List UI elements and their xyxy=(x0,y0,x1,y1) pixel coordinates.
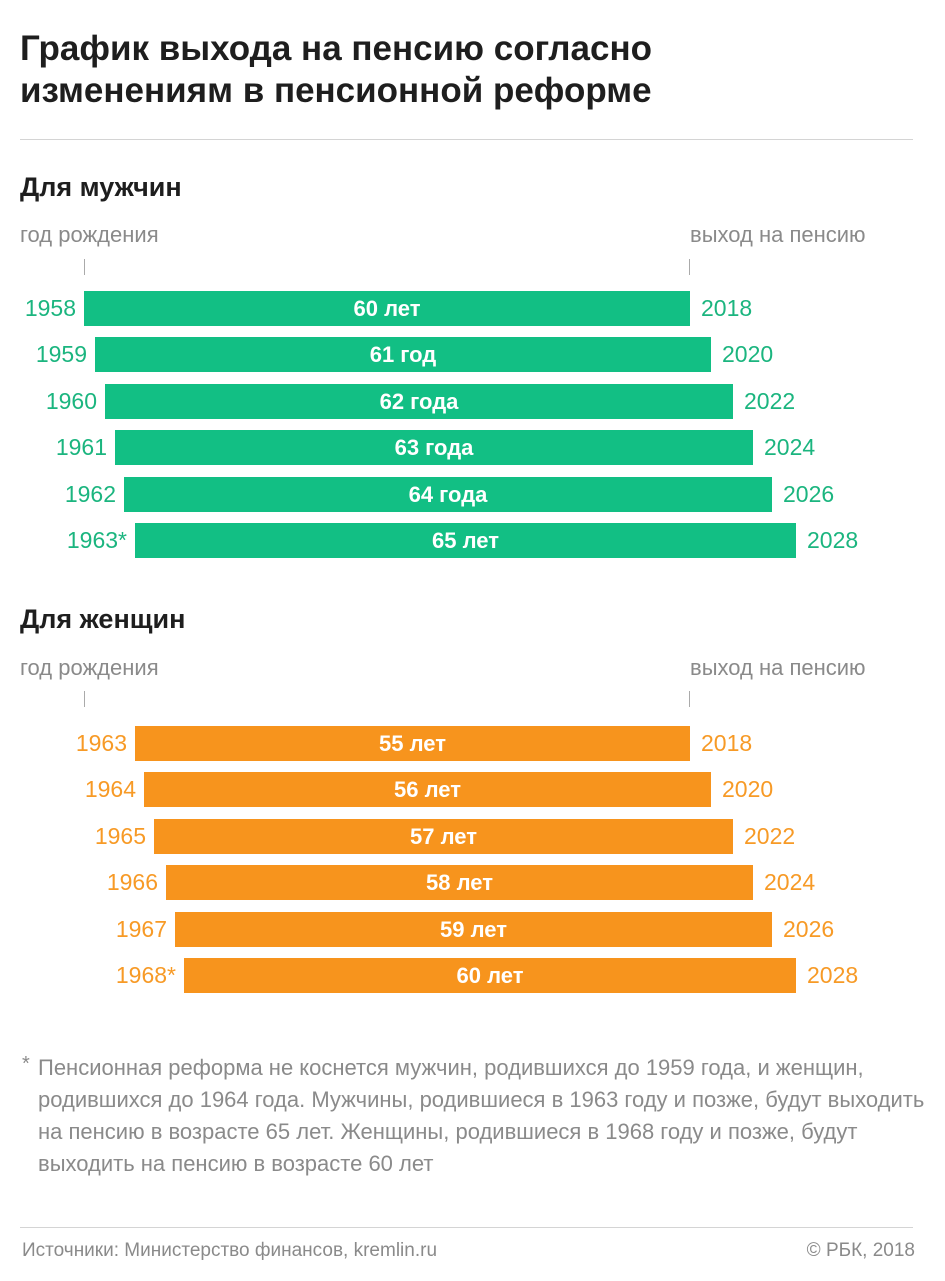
women-retirement-axis-label: выход на пенсию xyxy=(690,655,866,681)
men-bar: 64 года xyxy=(124,477,772,512)
women-retirement-year-label: 2018 xyxy=(701,726,752,761)
women-bar: 56 лет xyxy=(144,772,711,807)
women-bar-age-label: 59 лет xyxy=(175,912,772,947)
men-right-tick xyxy=(689,259,690,275)
women-bar: 58 лет xyxy=(166,865,753,900)
men-bar-age-label: 65 лет xyxy=(135,523,796,558)
men-bar-age-label: 64 года xyxy=(124,477,772,512)
men-bar-age-label: 62 года xyxy=(105,384,733,419)
men-birth-year-label: 1958 xyxy=(0,291,76,326)
women-retirement-year-label: 2020 xyxy=(722,772,773,807)
women-left-tick xyxy=(84,691,85,707)
women-bar-age-label: 56 лет xyxy=(144,772,711,807)
women-bar: 55 лет xyxy=(135,726,690,761)
men-bar: 62 года xyxy=(105,384,733,419)
women-birth-year-axis-label: год рождения xyxy=(20,655,159,681)
women-birth-year-label: 1964 xyxy=(0,772,136,807)
women-bar: 60 лет xyxy=(184,958,796,993)
footnote-marker: * xyxy=(22,1048,30,1080)
sources-text: Источники: Министерство финансов, kremli… xyxy=(22,1240,437,1262)
men-birth-year-label: 1959 xyxy=(0,337,87,372)
women-birth-year-label: 1965 xyxy=(0,819,146,854)
men-retirement-year-label: 2018 xyxy=(701,291,752,326)
men-bar-age-label: 63 года xyxy=(115,430,753,465)
women-right-tick xyxy=(689,691,690,707)
men-bar-age-label: 60 лет xyxy=(84,291,690,326)
men-bar: 63 года xyxy=(115,430,753,465)
men-birth-year-axis-label: год рождения xyxy=(20,222,159,248)
men-retirement-year-label: 2028 xyxy=(807,523,858,558)
men-retirement-year-label: 2022 xyxy=(744,384,795,419)
men-section-title: Для мужчин xyxy=(20,172,182,203)
women-birth-year-label: 1963 xyxy=(0,726,127,761)
men-retirement-year-label: 2026 xyxy=(783,477,834,512)
women-birth-year-label: 1968* xyxy=(0,958,176,993)
women-bar: 59 лет xyxy=(175,912,772,947)
men-retirement-year-label: 2020 xyxy=(722,337,773,372)
women-birth-year-label: 1967 xyxy=(0,912,167,947)
women-birth-year-label: 1966 xyxy=(0,865,158,900)
men-bar-age-label: 61 год xyxy=(95,337,711,372)
men-retirement-year-label: 2024 xyxy=(764,430,815,465)
women-bar: 57 лет xyxy=(154,819,733,854)
women-section-title: Для женщин xyxy=(20,604,185,635)
men-left-tick xyxy=(84,259,85,275)
women-bar-age-label: 57 лет xyxy=(154,819,733,854)
men-bar: 60 лет xyxy=(84,291,690,326)
footer-divider xyxy=(20,1227,913,1228)
women-retirement-year-label: 2026 xyxy=(783,912,834,947)
men-birth-year-label: 1960 xyxy=(0,384,97,419)
men-birth-year-label: 1963* xyxy=(0,523,127,558)
women-bar-age-label: 58 лет xyxy=(166,865,753,900)
title-divider xyxy=(20,139,913,140)
men-retirement-axis-label: выход на пенсию xyxy=(690,222,866,248)
chart-title: График выхода на пенсию согласно изменен… xyxy=(20,28,920,112)
women-bar-age-label: 60 лет xyxy=(184,958,796,993)
men-birth-year-label: 1962 xyxy=(0,477,116,512)
men-bar: 65 лет xyxy=(135,523,796,558)
footnote-text: Пенсионная реформа не коснется мужчин, р… xyxy=(22,1052,927,1180)
chart-title-line-1: График выхода на пенсию согласно xyxy=(20,28,920,70)
women-retirement-year-label: 2024 xyxy=(764,865,815,900)
men-bar: 61 год xyxy=(95,337,711,372)
footnote: * Пенсионная реформа не коснется мужчин,… xyxy=(22,1052,927,1180)
women-retirement-year-label: 2028 xyxy=(807,958,858,993)
women-retirement-year-label: 2022 xyxy=(744,819,795,854)
chart-title-line-2: изменениям в пенсионной реформе xyxy=(20,70,920,112)
women-bar-age-label: 55 лет xyxy=(135,726,690,761)
men-birth-year-label: 1961 xyxy=(0,430,107,465)
copyright-text: © РБК, 2018 xyxy=(780,1240,915,1262)
